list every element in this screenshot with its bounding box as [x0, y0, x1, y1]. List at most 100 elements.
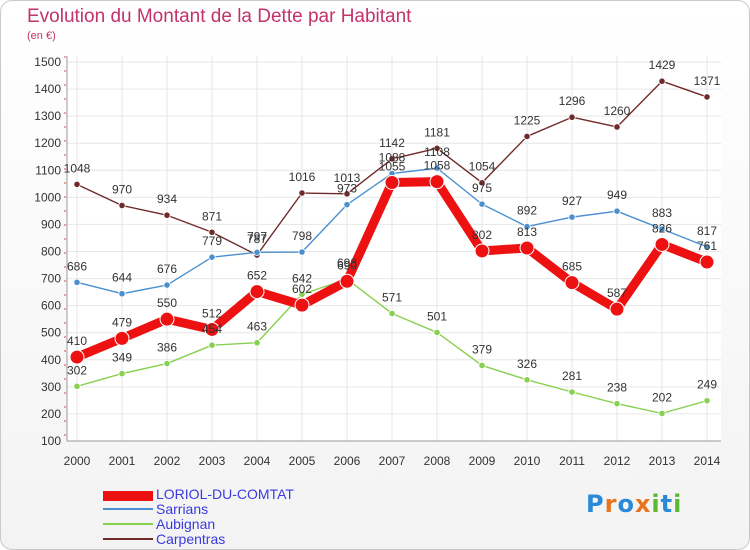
data-label-aubignan: 379: [472, 342, 492, 356]
y-tick-label: 500: [41, 326, 61, 340]
data-point-carpentras: [73, 180, 81, 188]
data-label-carpentras: 1371: [694, 74, 721, 88]
data-point-aubignan: [433, 328, 441, 337]
x-tick-label: 2013: [649, 454, 676, 468]
logo-letter: t: [660, 490, 674, 518]
data-label-loriol: 479: [112, 315, 132, 329]
data-point-sarrians: [568, 213, 576, 221]
y-tick-label: 1500: [34, 55, 61, 69]
data-point-sarrians: [658, 225, 666, 233]
y-tick-label: 100: [41, 434, 61, 448]
data-label-loriol: 1058: [424, 159, 451, 173]
data-point-sarrians: [208, 253, 216, 261]
data-label-aubignan: 238: [607, 381, 627, 395]
x-tick-label: 2004: [244, 454, 271, 468]
data-label-carpentras: 934: [157, 192, 177, 206]
data-point-carpentras: [388, 155, 396, 163]
data-point-sarrians: [433, 164, 441, 172]
data-point-loriol: [429, 174, 445, 190]
data-label-loriol: 690: [337, 258, 357, 272]
data-label-sarrians: 883: [652, 206, 672, 220]
plot-area: [67, 56, 721, 441]
data-point-loriol: [384, 174, 400, 190]
data-point-carpentras: [298, 189, 306, 197]
data-point-sarrians: [163, 281, 171, 289]
data-label-aubignan: 386: [157, 341, 177, 355]
data-point-aubignan: [523, 376, 531, 384]
legend-label-loriol: LORIOL-DU-COMTAT: [156, 486, 294, 502]
data-label-aubignan: 281: [562, 369, 582, 383]
y-tick-label: 1400: [34, 82, 61, 96]
data-point-aubignan: [298, 290, 306, 298]
data-point-carpentras: [163, 211, 171, 219]
data-label-sarrians: 975: [472, 181, 492, 195]
y-tick-label: 1100: [35, 163, 61, 177]
data-point-loriol: [474, 243, 490, 259]
data-point-carpentras: [208, 228, 216, 236]
data-label-sarrians: 676: [157, 262, 177, 276]
data-point-carpentras: [658, 77, 666, 85]
legend-label-carpentras: Carpentras: [156, 531, 226, 547]
data-point-aubignan: [253, 339, 261, 347]
chart-subtitle: (en €): [27, 30, 56, 42]
data-point-loriol: [204, 321, 220, 337]
y-tick-label: 700: [41, 272, 61, 286]
data-point-aubignan: [568, 388, 576, 396]
x-tick-label: 2001: [109, 454, 136, 468]
y-tick-label: 1200: [34, 136, 61, 150]
logo-letter: P: [586, 490, 605, 518]
chart-title: Evolution du Montant de la Dette par Hab…: [27, 6, 412, 27]
legend-swatch-aubignan: [103, 523, 153, 525]
x-tick-label: 2006: [334, 454, 361, 468]
data-label-aubignan: 454: [202, 322, 222, 336]
data-point-loriol: [609, 301, 625, 317]
data-point-carpentras: [478, 179, 486, 187]
data-point-sarrians: [703, 243, 711, 251]
y-tick-label: 200: [41, 407, 61, 421]
data-point-aubignan: [208, 341, 216, 349]
data-label-carpentras: 1016: [289, 170, 316, 184]
data-label-sarrians: 686: [67, 259, 87, 273]
x-tick-label: 2011: [559, 454, 585, 468]
data-label-aubignan: 642: [292, 271, 312, 285]
data-point-sarrians: [478, 200, 486, 208]
x-tick-label: 2007: [379, 454, 406, 468]
y-tick-label: 800: [41, 245, 61, 259]
data-point-sarrians: [523, 222, 531, 231]
data-label-carpentras: 1260: [604, 104, 631, 118]
data-label-aubignan: 202: [652, 390, 672, 404]
data-point-carpentras: [703, 93, 711, 101]
data-point-sarrians: [118, 290, 126, 298]
data-point-sarrians: [613, 207, 621, 215]
data-point-aubignan: [163, 359, 171, 368]
data-label-carpentras: 787: [247, 232, 267, 246]
data-label-loriol: 1055: [379, 159, 406, 173]
data-label-carpentras: 970: [112, 182, 132, 196]
logo-letter: r: [604, 490, 618, 518]
data-label-aubignan: 501: [427, 309, 447, 323]
data-label-carpentras: 1225: [514, 113, 541, 127]
y-tick-label: 1000: [34, 190, 61, 204]
data-point-loriol: [249, 284, 265, 300]
data-point-aubignan: [703, 397, 711, 405]
x-tick-label: 2014: [694, 454, 721, 468]
x-tick-label: 2010: [514, 454, 541, 468]
data-point-aubignan: [613, 400, 621, 408]
logo-letter: i: [673, 490, 683, 518]
data-point-aubignan: [388, 309, 396, 318]
data-label-carpentras: 1048: [64, 161, 91, 175]
data-label-carpentras: 1181: [424, 125, 450, 139]
data-label-carpentras: 871: [202, 209, 222, 223]
data-point-loriol: [114, 330, 130, 346]
data-label-loriol: 813: [517, 225, 537, 239]
legend-label-aubignan: Aubignan: [156, 516, 216, 532]
data-point-sarrians: [298, 248, 306, 256]
data-label-sarrians: 797: [247, 229, 267, 243]
legend-swatch-carpentras: [103, 538, 153, 540]
data-label-carpentras: 1054: [469, 160, 496, 174]
legend-swatch-sarrians: [103, 508, 153, 510]
data-point-loriol: [519, 240, 535, 256]
data-label-sarrians: 817: [697, 224, 717, 238]
